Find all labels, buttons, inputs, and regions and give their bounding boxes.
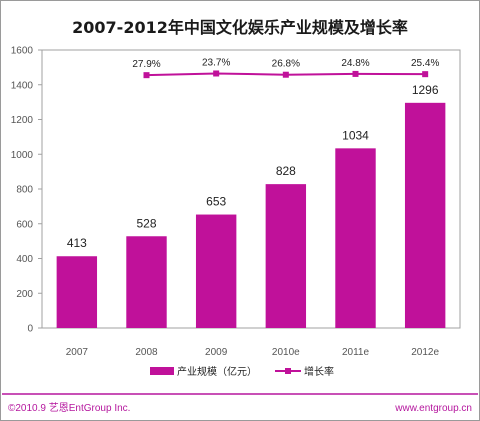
- legend-label-bar: 产业规模（亿元）: [177, 365, 257, 378]
- growth-rate-marker: [143, 72, 150, 79]
- bar-value-label: 528: [136, 216, 156, 230]
- y-tick-label: 1200: [11, 115, 34, 126]
- growth-rate-marker: [282, 71, 289, 78]
- growth-rate-label: 27.9%: [132, 59, 160, 70]
- bar: [126, 236, 167, 328]
- bar-value-label: 828: [276, 164, 296, 178]
- growth-rate-marker: [213, 70, 220, 77]
- y-tick-label: 1400: [11, 80, 34, 91]
- bar-value-label: 413: [67, 236, 87, 250]
- x-tick-label: 2010e: [272, 347, 300, 358]
- legend-swatch-marker: [285, 368, 291, 374]
- x-tick-label: 2008: [135, 347, 158, 358]
- bar-value-label: 1034: [342, 128, 369, 142]
- growth-rate-label: 26.8%: [272, 59, 300, 70]
- footer-copyright: ©2010.9 艺恩EntGroup Inc.: [8, 402, 130, 414]
- footer-website: www.entgroup.cn: [394, 403, 472, 414]
- bar-value-label: 653: [206, 195, 226, 209]
- y-tick-label: 200: [16, 289, 33, 300]
- y-tick-label: 400: [16, 254, 33, 265]
- legend-label-line: 增长率: [304, 365, 334, 378]
- growth-rate-label: 25.4%: [411, 58, 439, 69]
- x-tick-label: 2009: [205, 347, 228, 358]
- y-tick-label: 1600: [11, 46, 34, 57]
- bar: [265, 184, 307, 328]
- bar-labels: 413 528 653 828 1034 1296: [67, 83, 439, 250]
- growth-rate-marker: [422, 71, 429, 78]
- bar-series: [56, 102, 446, 328]
- y-tick-label: 800: [16, 185, 33, 196]
- plot-area: [41, 49, 461, 329]
- x-tick-label: 2011e: [342, 347, 370, 358]
- x-axis: 2007 2008 2009 2010e 2011e 2012e: [66, 347, 440, 358]
- y-tick-label: 0: [27, 324, 33, 335]
- bar: [335, 148, 376, 328]
- growth-rate-series: 27.9% 23.7% 26.8% 24.8% 25.4%: [132, 57, 439, 79]
- legend-swatch-bar: [150, 367, 174, 375]
- bar: [56, 256, 98, 328]
- chart-title: 2007-2012年中国文化娱乐产业规模及增长率: [72, 18, 408, 37]
- growth-rate-label: 24.8%: [341, 58, 369, 69]
- bar: [404, 102, 446, 328]
- y-tick-label: 600: [16, 219, 33, 230]
- y-tick-label: 1000: [11, 150, 34, 161]
- x-tick-label: 2007: [66, 347, 89, 358]
- x-tick-label: 2012e: [411, 347, 439, 358]
- bar: [195, 214, 237, 328]
- growth-rate-marker: [352, 70, 359, 77]
- legend: 产业规模（亿元） 增长率: [150, 365, 334, 378]
- bar-value-label: 1296: [412, 83, 439, 97]
- growth-rate-label: 23.7%: [202, 57, 230, 68]
- y-axis: 0 200 400 600 800 1000 1200 1400 1600: [11, 46, 42, 335]
